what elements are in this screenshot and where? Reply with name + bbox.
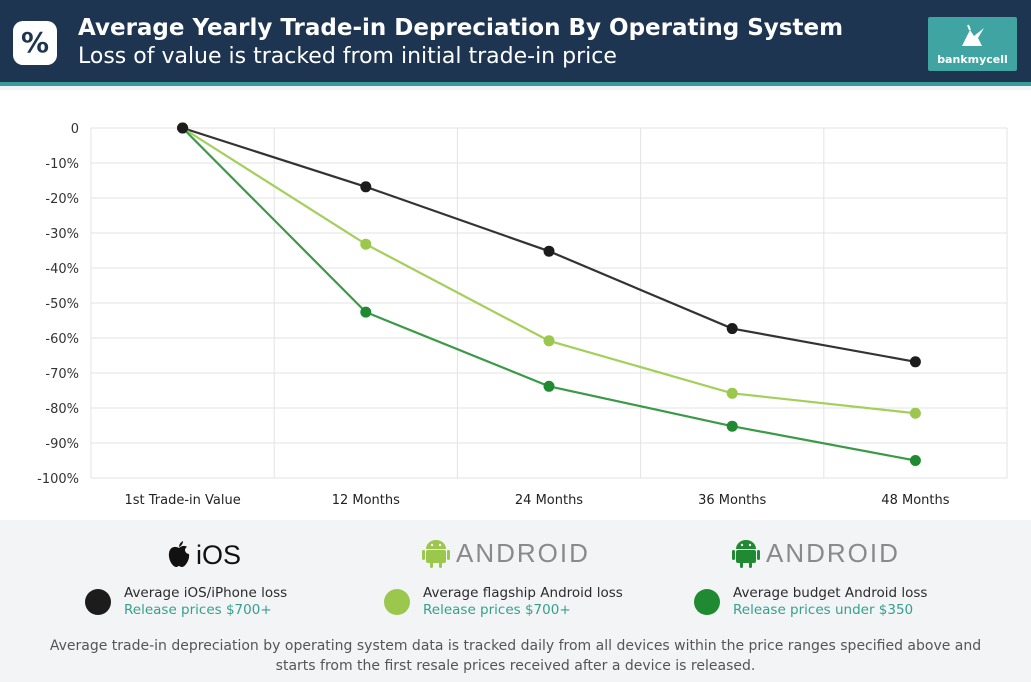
brand-logo[interactable]: bankmycell [928,17,1017,71]
legend-dot-ios [85,589,111,615]
apple-icon [168,541,190,567]
legend-item-budget-price: Release prices under $350 [733,602,914,618]
chart-title: Average Yearly Trade-in Depreciation By … [78,15,844,41]
legend-item-ios-name: Average iOS/iPhone loss [124,585,288,601]
brand-name: bankmycell [937,53,1008,66]
percent-badge-icon: % [13,21,57,65]
y-tick-label: -20% [45,192,79,207]
android-icon [422,540,450,568]
y-tick-label: -80% [45,402,79,417]
x-tick-label: 24 Months [515,493,583,508]
y-tick-label: -10% [45,157,79,172]
legend-item-ios-price: Release prices $700+ [124,602,272,618]
data-point [360,306,372,318]
x-axis-ticks: 1st Trade-in Value 12 Months 24 Months 36 M… [124,493,949,508]
y-tick-label: -70% [45,367,79,382]
legend-item-flagship-name: Average flagship Android loss [423,585,623,601]
legend-item-flagship-price: Release prices $700+ [423,602,571,618]
line-chart: 0 -10% -20% -30% -40% -50% -60% -70% -80% -90% -10… [37,122,1008,508]
data-point [909,407,921,419]
grid [90,127,1008,479]
legend-item-budget-name: Average budget Android loss [733,585,928,601]
data-point [360,238,372,250]
x-tick-label: 48 Months [881,493,949,508]
legend-dot-flagship-android [384,589,410,615]
legend-area: iOS ANDROID ANDROID Average iOS/iPhone l… [0,520,1031,682]
android-label-budget: ANDROID [766,538,900,568]
android-icon [732,540,760,568]
data-point [909,356,921,368]
data-point [360,181,372,193]
y-tick-label: -60% [45,332,79,347]
data-point [726,323,738,335]
x-tick-label: 1st Trade-in Value [124,493,240,508]
data-point [543,245,555,257]
y-axis-ticks: 0 -10% -20% -30% -40% -50% -60% -70% -80% -90% -10… [37,122,79,487]
android-label-flagship: ANDROID [456,538,590,568]
y-tick-label: -40% [45,262,79,277]
data-point [177,122,189,134]
ios-label: iOS [196,540,242,570]
y-tick-label: -30% [45,227,79,242]
header-bar: % Average Yearly Trade-in Depreciation B… [0,0,1031,86]
series-lines [177,122,921,466]
legend-dot-budget-android [694,589,720,615]
chart-subtitle: Loss of value is tracked from initial tr… [78,44,617,69]
data-point [543,380,555,392]
percent-glyph: % [20,26,50,59]
chart-panel [0,90,1031,520]
data-point [726,387,738,399]
y-tick-label: -100% [37,472,79,487]
x-tick-label: 12 Months [332,493,400,508]
y-tick-label: -50% [45,297,79,312]
data-point [909,455,921,466]
data-point [726,420,738,432]
y-tick-label: -90% [45,437,79,452]
y-tick-label: 0 [71,122,79,137]
bird-icon [962,24,984,46]
series-line [182,127,916,415]
data-point [543,335,555,347]
x-tick-label: 36 Months [698,493,766,508]
footnote: Average trade-in depreciation by operati… [49,638,982,674]
series-line [181,127,916,462]
